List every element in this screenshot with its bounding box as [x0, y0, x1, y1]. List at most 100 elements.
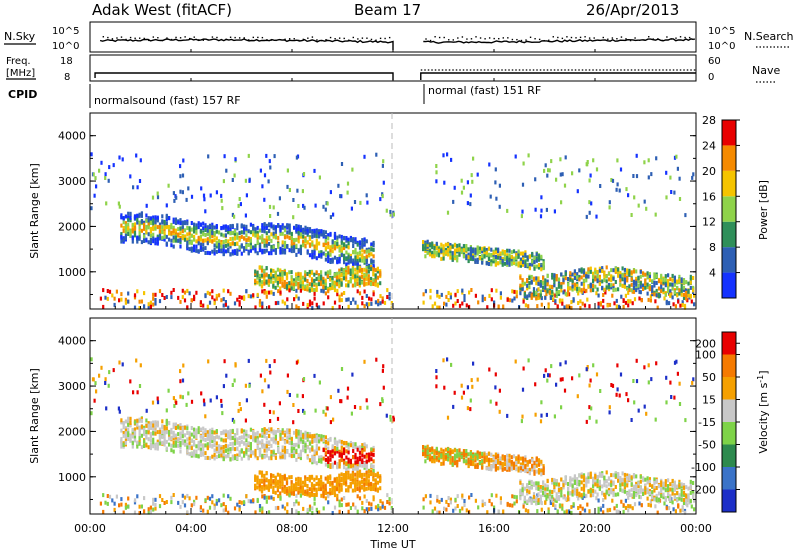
power-cell: [183, 298, 187, 303]
power-cell: [460, 178, 463, 183]
velocity-cell: [172, 449, 175, 454]
velocity-cell: [120, 440, 123, 444]
velocity-cell: [306, 484, 309, 488]
velocity-cell: [288, 453, 291, 458]
velocity-cell: [249, 446, 252, 451]
velocity-cell: [127, 420, 130, 425]
power-cell: [365, 294, 368, 298]
velocity-cell: [258, 470, 261, 475]
power-cell: [663, 296, 666, 301]
velocity-cell: [213, 443, 216, 448]
power-cell: [340, 277, 343, 282]
power-cell: [331, 282, 334, 287]
velocity-cell: [274, 430, 277, 435]
power-cell: [145, 229, 148, 234]
power-cell: [322, 276, 325, 281]
velocity-cell: [193, 502, 196, 507]
velocity-cell: [229, 442, 232, 446]
velocity-cell: [426, 449, 429, 454]
power-cell: [281, 281, 284, 286]
power-cell: [158, 299, 162, 304]
power-cell: [616, 158, 619, 163]
velocity-cell: [313, 501, 316, 506]
velocity-cell: [163, 442, 166, 447]
power-cell: [557, 292, 561, 296]
power-cell: [576, 189, 579, 194]
power-cell: [233, 242, 237, 247]
power-cell: [329, 190, 332, 195]
power-cell: [639, 269, 642, 274]
power-cell: [258, 244, 262, 249]
power-cell: [586, 160, 589, 164]
velocity-cell: [388, 497, 391, 502]
power-cell: [517, 249, 520, 254]
velocity-cell: [254, 438, 257, 443]
power-cell: [503, 250, 506, 255]
power-cell: [570, 305, 573, 310]
nsearch-point: [466, 38, 468, 40]
power-cell: [587, 267, 590, 272]
power-cell: [238, 245, 241, 250]
velocity-cell: [315, 434, 318, 439]
power-cell: [136, 185, 139, 190]
power-cell: [218, 293, 221, 298]
power-cell: [285, 276, 289, 281]
power-cell: [381, 163, 384, 168]
power-cell: [107, 178, 110, 183]
velocity-cell: [436, 494, 439, 499]
velocity-cell: [240, 439, 243, 444]
power-cell: [170, 295, 173, 300]
power-cell: [222, 297, 225, 302]
velocity-cell: [222, 449, 225, 454]
power-cell: [365, 281, 368, 286]
power-cell: [340, 292, 343, 297]
velocity-cell: [138, 433, 141, 438]
velocity-cell: [224, 429, 227, 434]
power-cell: [651, 279, 654, 284]
velocity-cell: [597, 498, 600, 503]
velocity-cell: [211, 430, 214, 435]
power-cell: [361, 238, 364, 243]
power-cell: [628, 271, 631, 276]
power-cell: [202, 193, 206, 198]
power-cell: [173, 198, 176, 203]
velocity-cell: [240, 428, 243, 433]
velocity-cell: [206, 446, 209, 451]
velocity-cell: [136, 425, 139, 430]
power-cell: [386, 295, 389, 299]
power-cell: [562, 290, 565, 295]
power-cell: [551, 272, 554, 277]
velocity-cell: [260, 485, 264, 490]
power-cell: [571, 284, 574, 289]
velocity-cell: [431, 446, 434, 451]
velocity-cell: [122, 425, 125, 430]
power-cell: [224, 238, 227, 243]
velocity-cell: [158, 427, 162, 432]
power-cell: [311, 306, 314, 310]
power-cell: [172, 244, 175, 249]
velocity-cell: [354, 505, 357, 510]
power-cell: [186, 305, 189, 310]
power-cell: [354, 255, 357, 260]
power-cell: [118, 204, 121, 209]
velocity-cell: [168, 442, 171, 447]
power-cell: [349, 235, 352, 240]
power-cell: [193, 237, 196, 242]
power-cell: [272, 231, 275, 236]
velocity-cell: [549, 501, 552, 505]
velocity-cell: [622, 509, 625, 514]
power-cell: [342, 276, 345, 281]
power-cell: [311, 230, 314, 235]
power-cell: [181, 173, 185, 178]
noise-tick-left-top: 10^5: [52, 26, 79, 37]
power-cell: [220, 244, 223, 249]
velocity-cell: [127, 504, 130, 509]
velocity-cell: [349, 484, 352, 489]
velocity-cell: [236, 456, 239, 461]
velocity-cell: [131, 434, 134, 439]
power-cell: [120, 213, 123, 218]
power-cell: [183, 290, 187, 295]
power-cell: [258, 303, 262, 308]
velocity-cell: [292, 491, 295, 496]
